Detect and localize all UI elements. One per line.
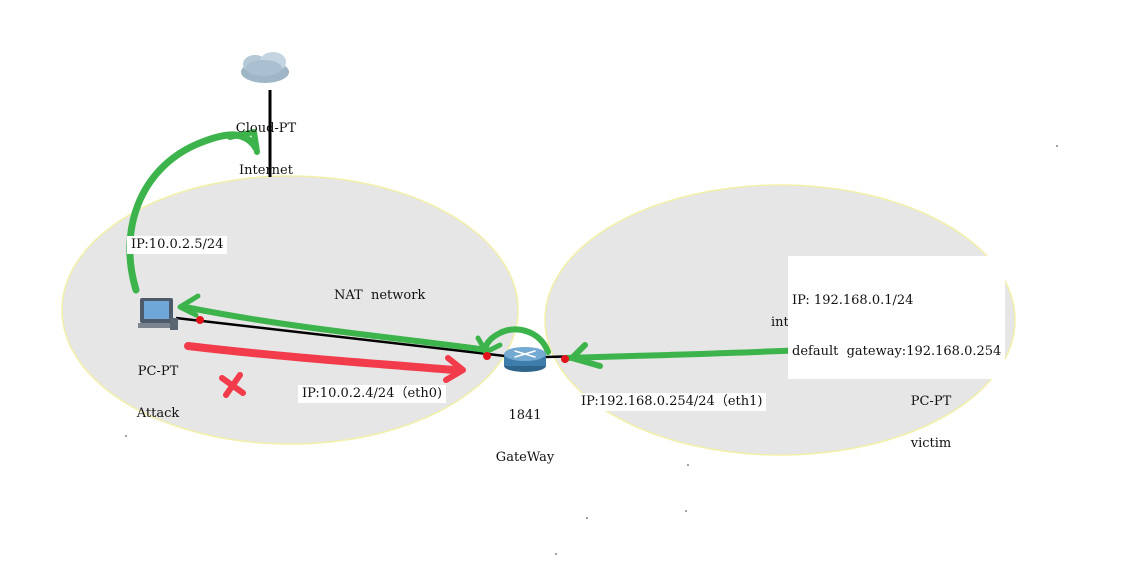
cloud-label: Cloud-PT Internet (236, 94, 296, 192)
attacker-name-label: Attack (136, 406, 180, 421)
victim-ip-label: IP: 192.168.0.1/24 (792, 293, 914, 308)
speck (125, 435, 127, 437)
gateway-eth0-ip-label: IP:10.0.2.4/24（eth0) (298, 385, 447, 403)
internal-network-zone (544, 184, 1016, 456)
victim-gateway-label: default gateway:192.168.0.254 (792, 344, 1002, 359)
attacker-label: PC-PT Attack (137, 337, 180, 435)
victim-arrowhead (569, 342, 603, 369)
internet-arrowhead (227, 129, 260, 155)
victim-config-box: IP: 192.168.0.1/24 default gateway:192.1… (788, 256, 1006, 379)
gateway-eth1-ip-label: IP:192.168.0.254/24（eth1) (577, 393, 767, 411)
blocked-arrowhead (443, 355, 466, 383)
attacker-gateway-link (175, 316, 506, 358)
gateway-eth0-dot (483, 352, 491, 360)
nat-network-label: NAT network (334, 288, 426, 303)
attacker-arrowhead (177, 293, 201, 318)
pc-icon (138, 298, 178, 330)
speck (555, 553, 557, 555)
victim-name-label: victim (910, 436, 952, 451)
attacker-type-label: PC-PT (137, 364, 179, 379)
speck (586, 517, 588, 519)
attacker-ip-label: IP:10.0.2.5/24 (127, 236, 228, 254)
x-cross-icon (219, 372, 246, 398)
attacker-port-dot (196, 316, 204, 324)
gateway-model-label: 1841 (508, 408, 542, 423)
gateway-name-label: GateWay (495, 450, 555, 465)
cloud-icon (241, 52, 289, 83)
gateway-label: 1841 GateWay (496, 381, 554, 479)
blocked-path (184, 342, 459, 374)
speck (687, 464, 689, 466)
victim-label: PC-PT victim (911, 367, 952, 465)
gateway-eth1-dot (561, 355, 569, 363)
router-icon (504, 347, 546, 372)
speck (1056, 145, 1058, 147)
cloud-name-label: Internet (239, 163, 293, 178)
gateway-loop-path (482, 326, 551, 355)
cloud-type-label: Cloud-PT (235, 121, 297, 136)
nat-network-zone (61, 175, 519, 445)
victim-type-label: PC-PT (910, 394, 952, 409)
speck (685, 510, 687, 512)
gateway-to-attacker-path (182, 304, 489, 353)
